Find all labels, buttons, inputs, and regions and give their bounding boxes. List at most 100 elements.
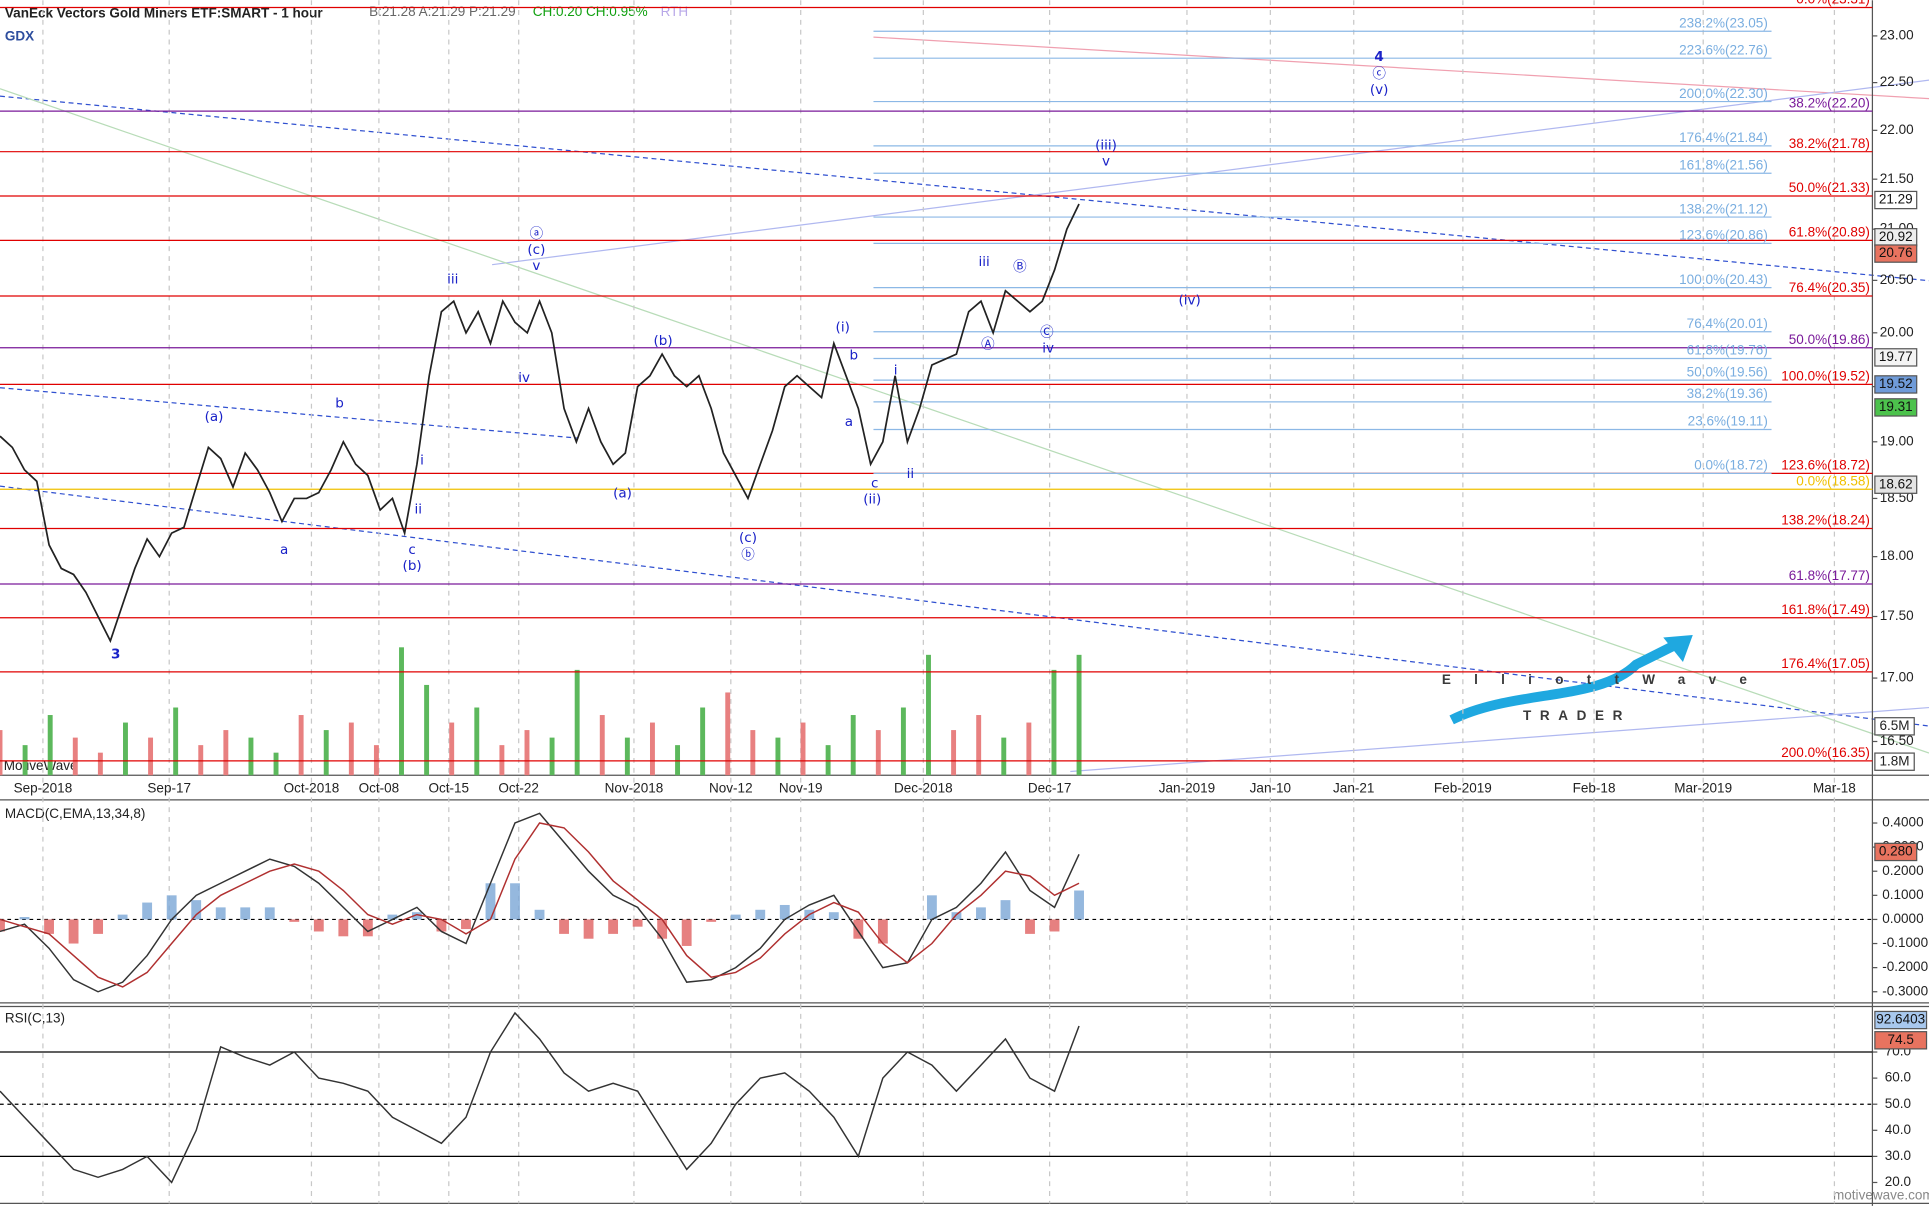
volume-bar	[775, 737, 781, 776]
volume-bar	[449, 722, 455, 776]
wave-label: i	[420, 452, 424, 468]
wave-label: ⓒ	[1372, 66, 1386, 82]
histogram-bar	[411, 912, 422, 920]
value-tag-label: 74.5	[1888, 1032, 1914, 1047]
wave-label: (b)	[403, 558, 422, 574]
x-tick-label: Nov-12	[709, 780, 753, 795]
volume-bar	[1001, 737, 1007, 776]
y-tick-label: 0.2000	[1882, 863, 1923, 878]
fib-label: 61.8%(17.77)	[1789, 568, 1870, 583]
volume-bar	[474, 707, 480, 776]
histogram-bar	[755, 909, 766, 920]
fib-label: 50.0%(19.56)	[1687, 364, 1768, 379]
histogram-bar	[142, 902, 153, 920]
volume-bar	[298, 715, 304, 776]
fib-label: 50.0%(19.86)	[1789, 332, 1870, 347]
y-tick-label: -0.1000	[1882, 935, 1928, 950]
fib-label: 38.2%(19.36)	[1687, 386, 1768, 401]
volume-bar	[273, 752, 279, 776]
volume-bar	[926, 654, 931, 776]
wave-label: iv	[1042, 340, 1054, 356]
y-tick-label: 40.0	[1885, 1122, 1911, 1137]
fib-label: 161.8%(21.56)	[1679, 157, 1768, 172]
volume-bar	[599, 715, 605, 776]
histogram-bar	[559, 919, 569, 934]
volume-bar	[1026, 722, 1032, 776]
x-tick-label: Sep-2018	[14, 780, 73, 795]
x-tick-label: Oct-22	[498, 780, 539, 795]
histogram-bar	[706, 919, 717, 922]
histogram-bar	[681, 919, 692, 946]
website: motivewave.com	[1833, 1188, 1929, 1203]
wave-label: Ⓒ	[1040, 324, 1054, 340]
histogram-bar	[240, 907, 251, 920]
fib-label: 123.6%(18.72)	[1781, 458, 1870, 473]
chart-title: VanEck Vectors Gold Miners ETF:SMART - 1…	[5, 5, 323, 20]
histogram-bar	[608, 919, 619, 934]
volume-bar	[0, 730, 3, 776]
volume-bar	[248, 737, 254, 776]
y-tick-label: 18.00	[1880, 548, 1914, 563]
wave-label: c	[408, 542, 415, 558]
volume-bar	[825, 745, 831, 776]
wave-label: v	[532, 258, 540, 274]
y-tick-label: 17.00	[1880, 670, 1914, 685]
wave-label: (ii)	[863, 492, 881, 508]
volume-bar	[976, 715, 982, 776]
volume-bar	[524, 730, 530, 776]
fib-label: 223.6%(22.76)	[1679, 42, 1768, 57]
wave-label: Ⓑ	[1013, 259, 1027, 275]
price-tag-label: 19.52	[1879, 376, 1913, 391]
fib-label: 138.2%(21.12)	[1679, 201, 1768, 216]
wave-label: (c)	[739, 530, 757, 546]
volume-bar	[373, 745, 379, 776]
fib-label: 100.0%(19.52)	[1781, 369, 1870, 384]
histogram-bar	[461, 919, 471, 930]
fib-label: 0.0%(23.31)	[1796, 0, 1870, 7]
fib-label: 138.2%(18.24)	[1781, 513, 1870, 528]
volume-bar	[198, 745, 204, 776]
histogram-bar	[436, 919, 447, 932]
fib-label: 76.4%(20.35)	[1789, 280, 1870, 295]
y-tick-label: 20.0	[1885, 1174, 1911, 1189]
y-tick-label: 30.0	[1885, 1148, 1911, 1163]
x-tick-label: Jan-10	[1250, 780, 1291, 795]
y-tick-label: -0.3000	[1882, 983, 1928, 998]
rsi-line	[0, 1011, 1080, 1184]
volume-bar	[549, 737, 555, 776]
volume-bar	[750, 730, 756, 776]
volume-bar	[424, 684, 430, 776]
wave-label: a	[845, 414, 853, 430]
volume-bar	[725, 692, 731, 776]
volume-bar	[348, 722, 354, 776]
histogram-bar	[583, 919, 594, 939]
value-tag-label: 0.280	[1879, 844, 1913, 859]
change: CH:0.20 CH:0.95%	[533, 4, 648, 19]
fib-label: 0.0%(18.72)	[1694, 458, 1768, 473]
fib-label: 61.8%(19.76)	[1687, 343, 1768, 358]
price-tag	[1874, 190, 1918, 210]
wave-label: ⓑ	[741, 547, 755, 563]
histogram-bar	[657, 919, 668, 939]
volume-tag	[1874, 752, 1915, 771]
volume-bar	[499, 745, 505, 776]
trendline	[0, 95, 1929, 282]
x-tick-label: Jan-21	[1333, 780, 1374, 795]
price-line	[0, 203, 1080, 644]
volume-bar	[97, 752, 103, 776]
volume-bar	[123, 722, 128, 776]
x-tick-label: Sep-17	[147, 780, 191, 795]
histogram-bar	[289, 919, 300, 922]
histogram-bar	[0, 919, 5, 932]
fib-label: 200.0%(22.30)	[1679, 86, 1768, 101]
volume-bar	[675, 745, 681, 776]
y-tick-label: 60.0	[1885, 1070, 1911, 1085]
price-tag-label: 19.31	[1879, 399, 1913, 414]
volume-tick-label: 6.5M	[1880, 718, 1910, 733]
histogram-bar	[313, 919, 324, 932]
fib-label: 161.8%(17.49)	[1781, 602, 1870, 617]
fib-label: 100.0%(20.43)	[1679, 272, 1768, 287]
histogram-bar	[510, 883, 520, 920]
value-tag	[1874, 1010, 1928, 1030]
histogram-bar	[877, 919, 888, 944]
